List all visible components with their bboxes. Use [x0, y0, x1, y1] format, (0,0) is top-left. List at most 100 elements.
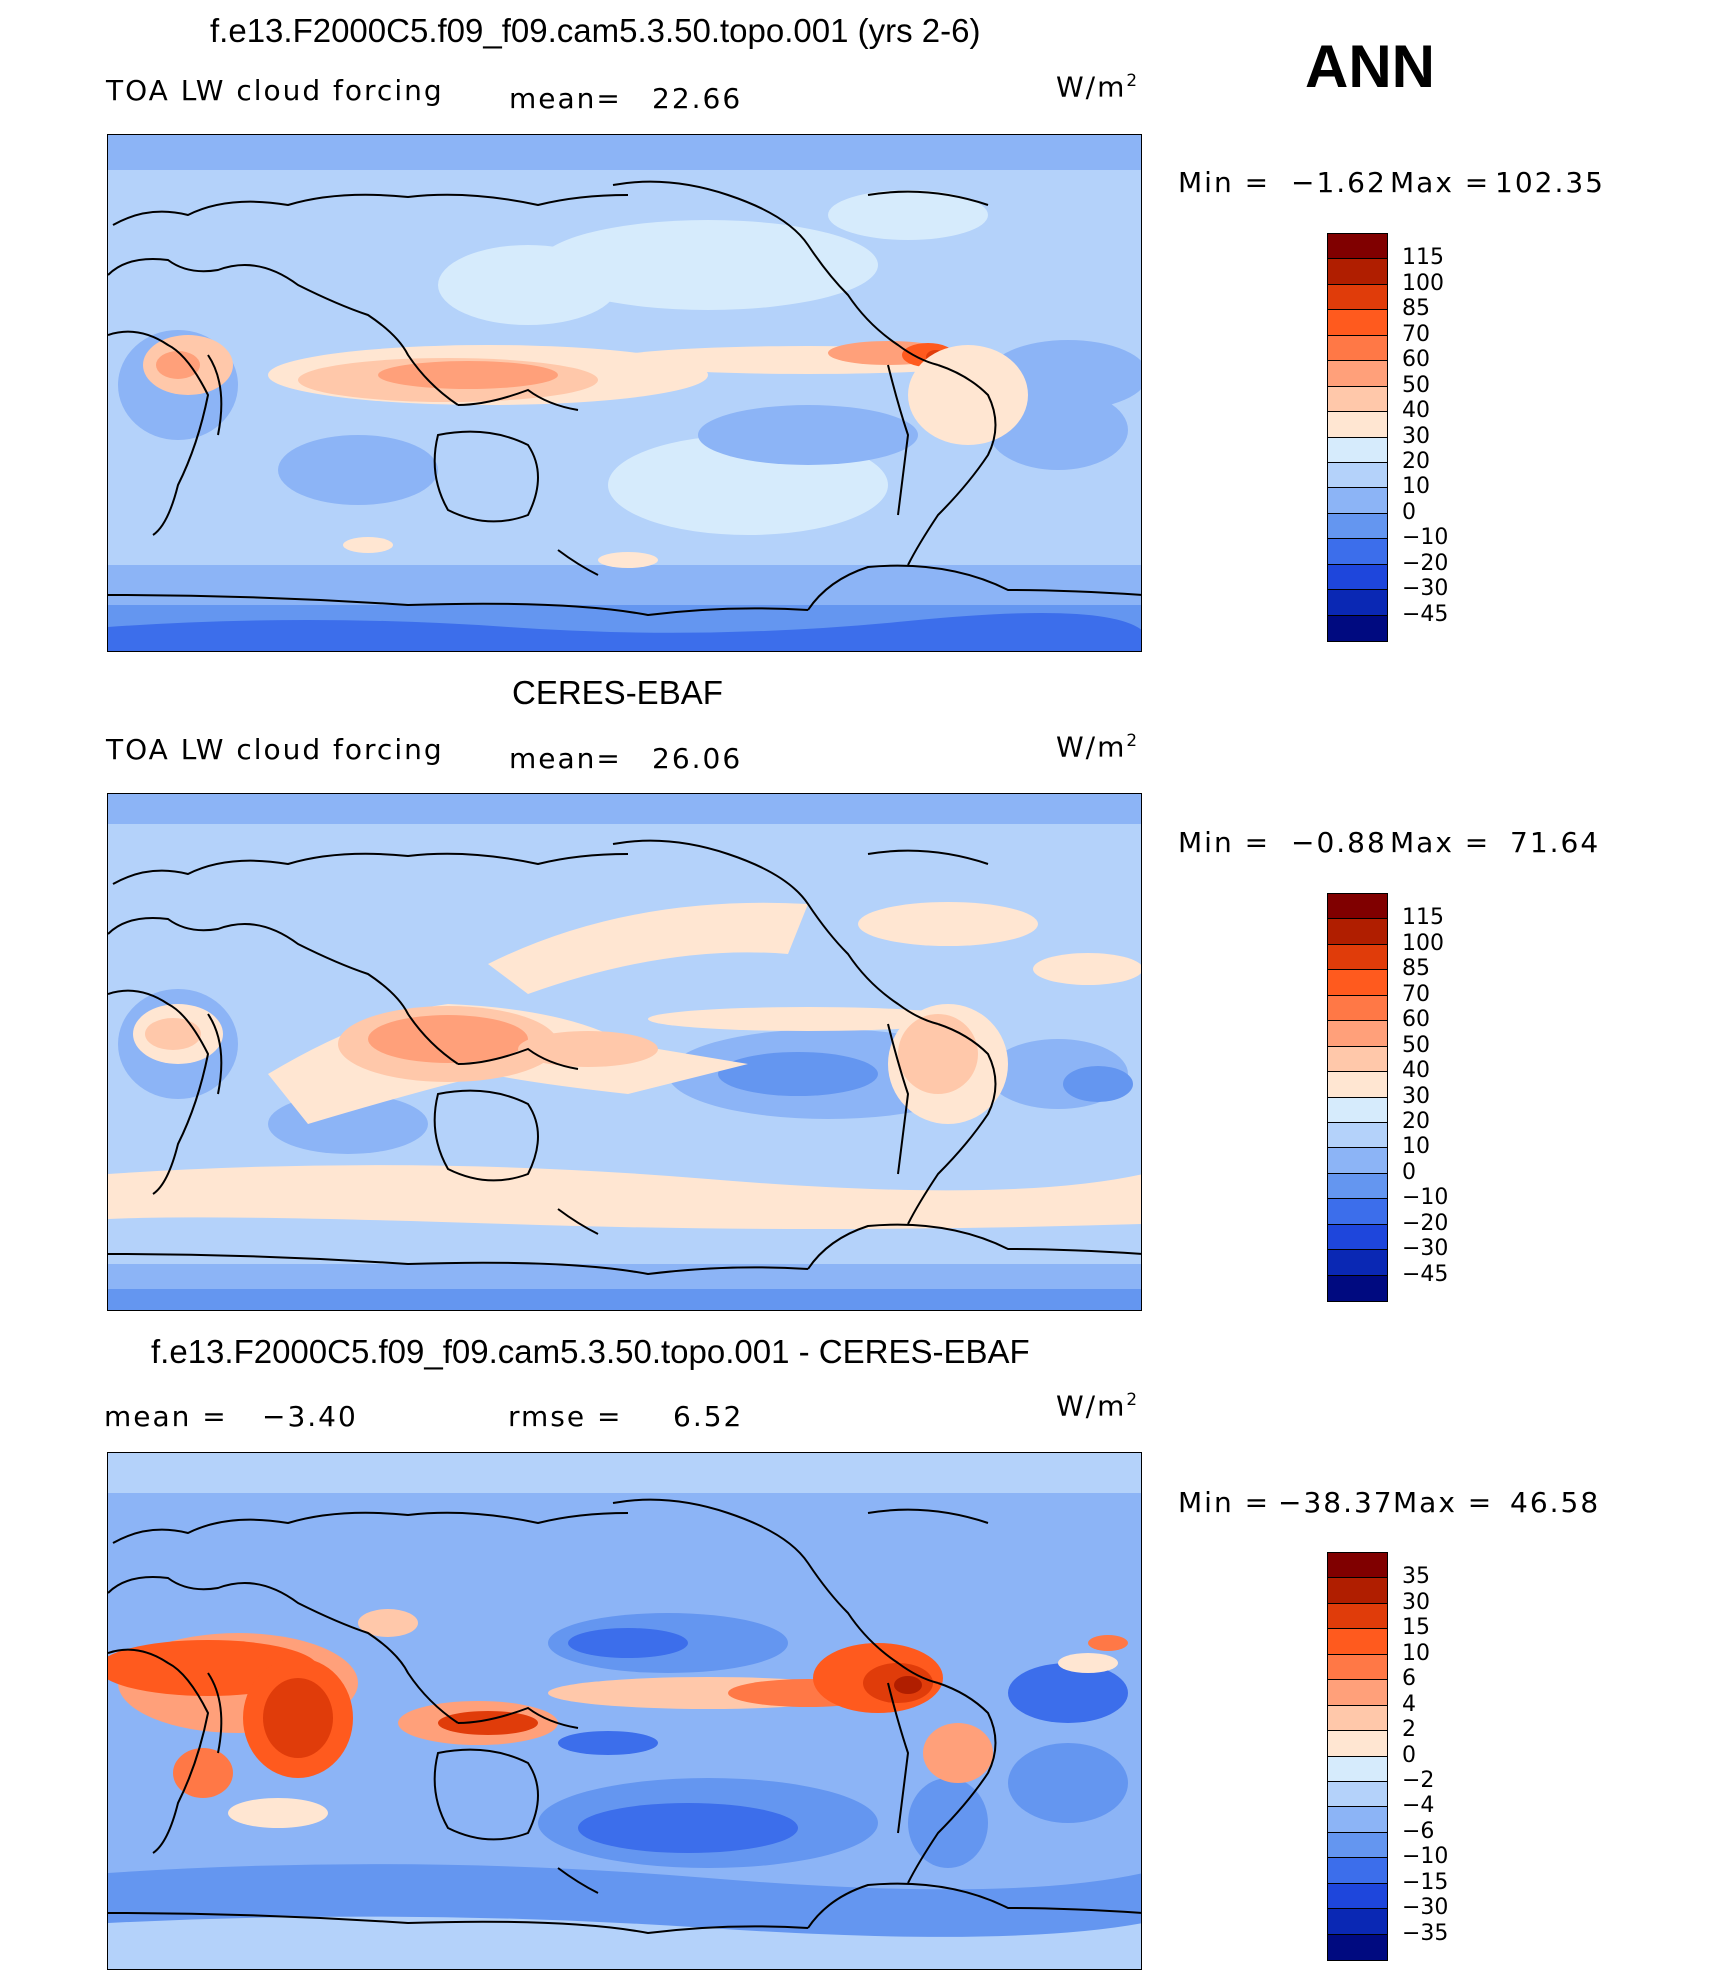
colorbar-tick-label: 10	[1402, 1134, 1430, 1160]
panel-3-rmse-label: rmse =	[508, 1400, 623, 1433]
panel-1-max-label: Max =	[1390, 166, 1491, 199]
colorbar-tick-label: 20	[1402, 1108, 1430, 1134]
colorbar-tick-label: 50	[1402, 372, 1430, 398]
panel-3-min-label: Min =	[1178, 1486, 1271, 1519]
colorbar-tick-label: −45	[1402, 601, 1449, 627]
colorbar-tick-label: 20	[1402, 448, 1430, 474]
colorbar-swatch	[1328, 1832, 1387, 1859]
colorbar-swatch	[1328, 1199, 1387, 1225]
panel-2-min-value: −0.88	[1291, 826, 1387, 859]
colorbar-swatch	[1328, 1858, 1387, 1884]
colorbar-swatch	[1328, 1883, 1387, 1910]
colorbar-tick-label: 6	[1402, 1666, 1416, 1692]
colorbar-tick-label: −2	[1402, 1767, 1435, 1793]
colorbar-swatch	[1328, 462, 1387, 489]
colorbar-swatch	[1328, 970, 1387, 996]
colorbar-tick-label: −20	[1402, 1210, 1449, 1236]
colorbar-tick-label: 50	[1402, 1032, 1430, 1058]
colorbar-tick-label: 60	[1402, 347, 1430, 373]
panel-2-min-label: Min =	[1178, 826, 1271, 859]
colorbar-swatch	[1328, 1680, 1387, 1706]
panel-1-colorbar	[1327, 233, 1388, 642]
colorbar-swatch	[1328, 361, 1387, 387]
panel-3-map-svg	[108, 1453, 1141, 1969]
colorbar-tick-label: 115	[1402, 245, 1444, 271]
colorbar-tick-label: 30	[1402, 1589, 1430, 1615]
panel-3-coastlines	[108, 1498, 1141, 1935]
colorbar-swatch	[1328, 894, 1387, 920]
colorbar-swatch	[1328, 1021, 1387, 1047]
colorbar-tick-label: 0	[1402, 499, 1416, 525]
panel-2-max-value: 71.64	[1510, 826, 1601, 859]
colorbar-swatch	[1328, 513, 1387, 540]
panel-3-rmse-value: 6.52	[673, 1400, 744, 1433]
colorbar-swatch	[1328, 564, 1387, 591]
panel-3-units: W/m2	[1056, 1389, 1140, 1423]
panel-2-coastlines	[108, 839, 1141, 1276]
panel-2-colorbar	[1327, 893, 1388, 1302]
colorbar-tick-label: 40	[1402, 398, 1430, 424]
season-label: ANN	[1305, 33, 1435, 100]
panel-3-map	[107, 1452, 1142, 1970]
panel-3-max-label: Max =	[1393, 1486, 1494, 1519]
colorbar-swatch	[1328, 615, 1387, 641]
panel-1-mean-value: 22.66	[652, 82, 743, 115]
colorbar-tick-label: 15	[1402, 1615, 1430, 1641]
colorbar-swatch	[1328, 412, 1387, 438]
colorbar-swatch	[1328, 488, 1387, 514]
colorbar-swatch	[1328, 1072, 1387, 1098]
panel-2-mean-value: 26.06	[652, 742, 743, 775]
panel-3-min-value: −38.37	[1278, 1486, 1394, 1519]
panel-1-coastlines	[108, 180, 1141, 617]
colorbar-swatch	[1328, 234, 1387, 260]
panel-2-map-svg	[108, 794, 1141, 1310]
colorbar-tick-label: 30	[1402, 423, 1430, 449]
panel-1-map	[107, 134, 1142, 652]
colorbar-swatch	[1328, 1934, 1387, 1960]
colorbar-swatch	[1328, 1731, 1387, 1757]
colorbar-swatch	[1328, 437, 1387, 463]
colorbar-tick-label: 70	[1402, 321, 1430, 347]
colorbar-tick-label: 85	[1402, 296, 1430, 322]
colorbar-swatch	[1328, 1629, 1387, 1655]
colorbar-swatch	[1328, 1224, 1387, 1251]
colorbar-tick-label: −35	[1402, 1920, 1449, 1946]
colorbar-swatch	[1328, 1705, 1387, 1732]
colorbar-tick-label: 30	[1402, 1083, 1430, 1109]
colorbar-swatch	[1328, 335, 1387, 362]
panel-2-max-label: Max =	[1390, 826, 1491, 859]
colorbar-tick-label: 4	[1402, 1691, 1416, 1717]
colorbar-swatch	[1328, 1122, 1387, 1149]
panel-3-mean-label: mean =	[104, 1400, 228, 1433]
panel-3-title: f.e13.F2000C5.f09_f09.cam5.3.50.topo.001…	[151, 1333, 1030, 1370]
colorbar-tick-label: −6	[1402, 1818, 1435, 1844]
panel-2-variable-label: TOA LW cloud forcing	[106, 733, 444, 766]
colorbar-tick-label: −30	[1402, 1236, 1449, 1262]
panel-2-map	[107, 793, 1142, 1311]
colorbar-swatch	[1328, 995, 1387, 1022]
panel-1-title: f.e13.F2000C5.f09_f09.cam5.3.50.topo.001…	[210, 12, 981, 49]
colorbar-tick-label: −30	[1402, 576, 1449, 602]
colorbar-tick-label: 70	[1402, 981, 1430, 1007]
colorbar-tick-label: 35	[1402, 1564, 1430, 1590]
colorbar-tick-label: 40	[1402, 1058, 1430, 1084]
colorbar-tick-label: 0	[1402, 1159, 1416, 1185]
colorbar-swatch	[1328, 944, 1387, 971]
colorbar-tick-label: 2	[1402, 1717, 1416, 1743]
colorbar-tick-label: 100	[1402, 270, 1444, 296]
colorbar-tick-label: 100	[1402, 930, 1444, 956]
colorbar-swatch	[1328, 1909, 1387, 1935]
panel-2-mean-label: mean=	[509, 742, 622, 775]
colorbar-swatch	[1328, 310, 1387, 336]
colorbar-tick-label: −20	[1402, 550, 1449, 576]
colorbar-tick-label: 115	[1402, 905, 1444, 931]
panel-1-mean-label: mean=	[509, 82, 622, 115]
colorbar-tick-label: 10	[1402, 1640, 1430, 1666]
colorbar-swatch	[1328, 1148, 1387, 1174]
colorbar-tick-label: 85	[1402, 956, 1430, 982]
colorbar-swatch	[1328, 284, 1387, 311]
colorbar-swatch	[1328, 1654, 1387, 1681]
colorbar-tick-label: −30	[1402, 1895, 1449, 1921]
colorbar-swatch	[1328, 539, 1387, 565]
colorbar-swatch	[1328, 1756, 1387, 1782]
